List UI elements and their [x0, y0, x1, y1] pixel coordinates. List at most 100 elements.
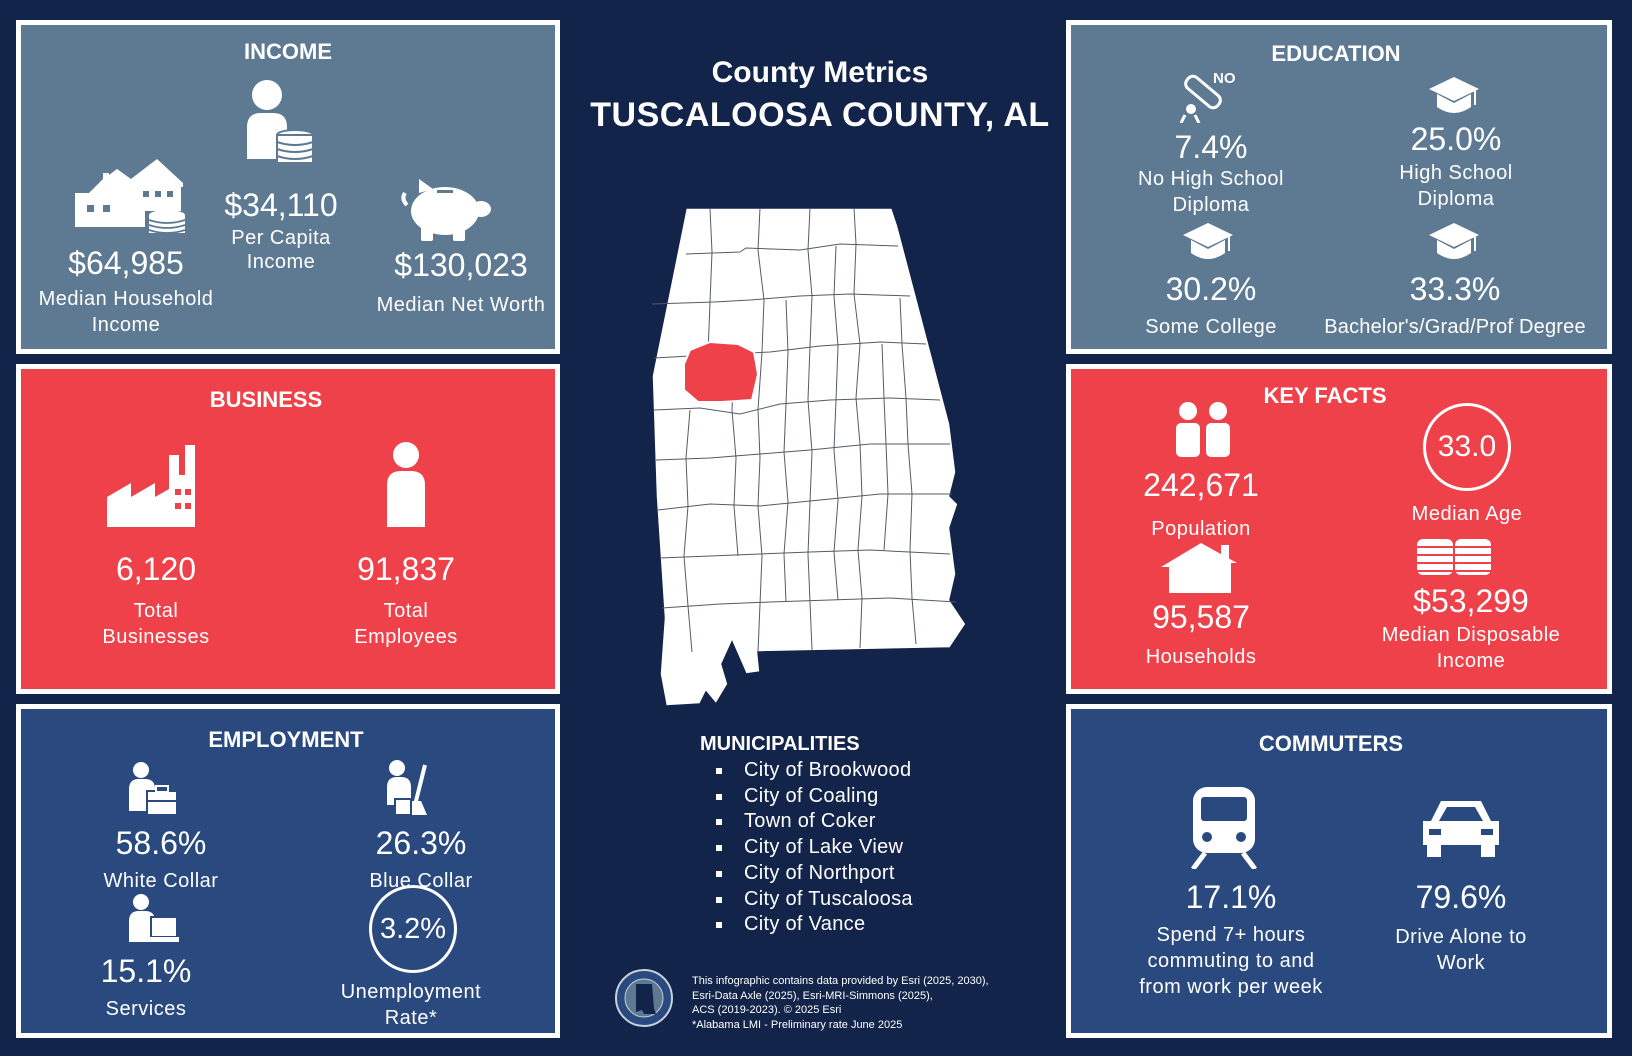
long-commute-value: 17.1%: [1185, 879, 1277, 915]
source-line: ACS (2019-2023). © 2025 Esri: [692, 1004, 842, 1016]
source-line: Esri-Data Axle (2025), Esri-MRI-Simmons …: [692, 989, 933, 1002]
person-icon: [387, 442, 425, 527]
hs-diploma-value: 25.0%: [1410, 121, 1502, 157]
business-title: BUSINESS: [209, 387, 323, 412]
total-businesses-label: Total: [133, 600, 179, 622]
regional-commission-seal-icon: [615, 969, 673, 1027]
commuters-panel: COMMUTERS 17.1% Spend 7+ hours commuting…: [1066, 704, 1612, 1038]
page-title: County Metrics: [711, 56, 929, 89]
municipality-item: City of Vance: [716, 912, 913, 938]
house-coins-icon: [75, 159, 186, 234]
municipality-item: Town of Coker: [716, 809, 913, 835]
per-capita-income-label: Per Capita: [231, 227, 331, 249]
desk-worker-icon: [129, 894, 179, 942]
municipalities-title: MUNICIPALITIES: [700, 733, 860, 755]
income-panel: INCOME $64,985 Median Household Income $…: [16, 20, 560, 354]
income-title: INCOME: [244, 39, 332, 64]
train-icon: [1191, 787, 1257, 869]
median-household-income-label-2: Income: [91, 314, 161, 336]
key-facts-panel: KEY FACTS 242,671 Population 33.0 Median…: [1066, 364, 1612, 694]
median-age-label: Median Age: [1411, 503, 1523, 525]
per-capita-income-value: $34,110: [224, 187, 338, 223]
diploma-icon: NO: [1179, 70, 1236, 123]
per-capita-income-label-2: Income: [246, 251, 316, 273]
long-commute-label-3: from work per week: [1139, 976, 1323, 998]
median-net-worth-value: $130,023: [394, 247, 528, 283]
median-age-value: 33.0: [1437, 430, 1497, 463]
alabama-county-map: [651, 207, 967, 707]
some-college-label: Some College: [1145, 316, 1277, 338]
services-label: Services: [105, 998, 187, 1020]
graduation-cap-icon: [1429, 77, 1479, 113]
commuters-title: COMMUTERS: [1258, 731, 1404, 756]
no-diploma-label-2: Diploma: [1172, 194, 1250, 216]
drive-alone-label-2: Work: [1436, 952, 1486, 974]
blue-collar-label: Blue Collar: [369, 870, 473, 892]
bachelors-value: 33.3%: [1409, 271, 1501, 307]
unemployment-rate-label-2: Rate*: [384, 1007, 438, 1029]
graduation-cap-icon: [1183, 223, 1233, 259]
white-collar-label: White Collar: [103, 870, 219, 892]
total-businesses-label-2: Businesses: [102, 626, 210, 648]
population-label: Population: [1151, 518, 1251, 540]
factory-icon: [107, 445, 195, 527]
no-diploma-value: 7.4%: [1174, 129, 1248, 165]
median-age-circle: 33.0: [1423, 403, 1511, 491]
households-value: 95,587: [1152, 599, 1250, 635]
car-icon: [1423, 801, 1499, 857]
municipality-item: City of Lake View: [716, 835, 913, 861]
drive-alone-value: 79.6%: [1415, 879, 1507, 915]
median-household-income-value: $64,985: [68, 245, 184, 281]
municipalities-list: City of Brookwood City of Coaling Town o…: [716, 758, 913, 938]
county-name: TUSCALOOSA COUNTY, AL: [590, 96, 1050, 134]
tuscaloosa-county-highlight: [683, 340, 760, 403]
municipality-item: City of Tuscaloosa: [716, 887, 913, 913]
median-household-income-label: Median Household: [38, 288, 214, 310]
households-label: Households: [1145, 646, 1257, 668]
source-line: This infographic contains data provided …: [692, 975, 989, 987]
education-title: EDUCATION: [1271, 41, 1401, 66]
piggy-bank-icon: [401, 179, 491, 241]
services-value: 15.1%: [100, 953, 192, 989]
total-employees-value: 91,837: [357, 551, 455, 587]
municipality-item: City of Brookwood: [716, 758, 913, 784]
unemployment-rate-label: Unemployment: [340, 981, 482, 1003]
house-icon: [1161, 543, 1237, 593]
white-collar-value: 58.6%: [115, 825, 207, 861]
employment-title: EMPLOYMENT: [208, 727, 364, 752]
employment-panel: EMPLOYMENT 58.6% White Collar 26.3% Blue…: [16, 704, 560, 1038]
briefcase-worker-icon: [129, 762, 178, 816]
median-disposable-income-label: Median Disposable: [1381, 624, 1561, 646]
people-icon: [1176, 402, 1230, 457]
drive-alone-label: Drive Alone to: [1395, 926, 1527, 948]
municipality-item: City of Coaling: [716, 784, 913, 810]
business-panel: BUSINESS 6,120 Total Businesses 91,837 T…: [16, 364, 560, 694]
person-coins-icon: [247, 80, 314, 164]
unemployment-rate-circle: 3.2%: [369, 885, 457, 973]
hs-diploma-label-2: Diploma: [1417, 188, 1495, 210]
no-diploma-label: No High School: [1138, 168, 1284, 190]
median-net-worth-label: Median Net Worth: [376, 294, 546, 316]
total-businesses-value: 6,120: [115, 551, 197, 587]
graduation-cap-icon: [1429, 223, 1479, 259]
cleaning-worker-icon: [387, 760, 427, 816]
municipality-item: City of Northport: [716, 861, 913, 887]
total-employees-label: Total: [383, 600, 429, 622]
median-disposable-income-label-2: Income: [1436, 650, 1506, 672]
median-disposable-income-value: $53,299: [1413, 583, 1529, 619]
population-value: 242,671: [1143, 467, 1259, 503]
some-college-value: 30.2%: [1165, 271, 1257, 307]
blue-collar-value: 26.3%: [375, 825, 467, 861]
coin-stacks-icon: [1417, 539, 1491, 575]
unemployment-rate-value: 3.2%: [379, 912, 447, 945]
hs-diploma-label: High School: [1399, 162, 1513, 184]
education-panel: EDUCATION NO 7.4% No High School Diploma…: [1066, 20, 1612, 354]
total-employees-label-2: Employees: [354, 626, 458, 648]
long-commute-label: Spend 7+ hours: [1156, 924, 1306, 946]
source-footnote: *Alabama LMI - Preliminary rate June 202…: [692, 1018, 903, 1031]
bachelors-label: Bachelor's/Grad/Prof Degree: [1324, 316, 1586, 338]
no-diploma-icon-text: NO: [1213, 70, 1236, 87]
source-note: This infographic contains data provided …: [692, 974, 1032, 1032]
key-facts-title: KEY FACTS: [1263, 383, 1387, 408]
long-commute-label-2: commuting to and: [1147, 950, 1315, 972]
